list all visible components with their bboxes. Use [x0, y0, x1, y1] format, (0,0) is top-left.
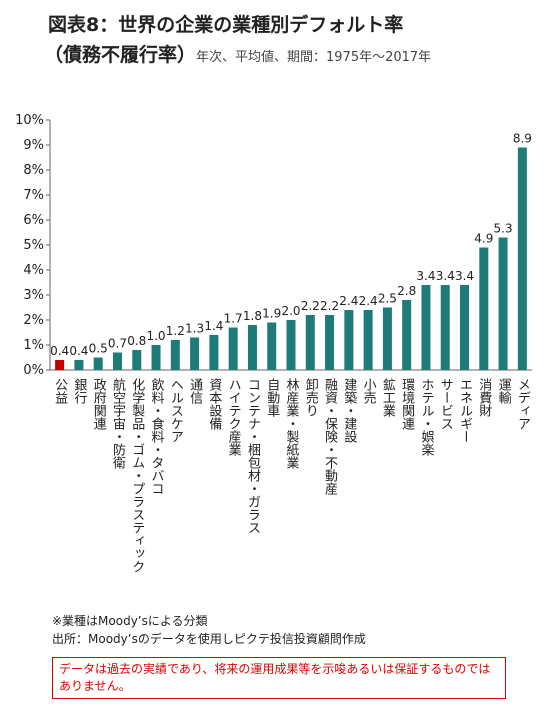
bar: [498, 237, 508, 370]
data-label: 2.4: [339, 294, 358, 308]
x-tick-label: 小売: [361, 378, 377, 405]
data-label: 3.4: [436, 269, 455, 283]
bar: [517, 147, 527, 370]
subtitle-row: （債務不履行率）年次、平均値、期間：1975年～2017年: [44, 40, 431, 67]
x-tick-label: コンテナ・梱包材・ガラス: [245, 378, 261, 534]
data-label: 2.5: [378, 292, 397, 306]
x-tick-label: 鉱工業: [380, 377, 396, 417]
bar: [325, 315, 335, 370]
data-label: 1.8: [243, 309, 262, 323]
bar: [402, 300, 412, 370]
x-tick-label: 銀行: [71, 378, 87, 405]
bar: [55, 360, 65, 370]
x-tick-label: 資本設備: [206, 378, 222, 430]
data-label: 5.3: [494, 222, 513, 236]
subtitle-main: （債務不履行率）: [44, 44, 197, 66]
bar: [93, 357, 103, 370]
x-tick-label: 消費財: [476, 378, 492, 417]
note: ※業種はMoody’sによる分類: [52, 614, 208, 628]
bar: [421, 285, 431, 370]
x-tick-label: 化学製品・ゴム・プラスティック: [129, 378, 145, 573]
subtitle: 年次、平均値、期間：1975年～2017年: [196, 50, 432, 65]
bar: [170, 340, 180, 370]
y-tick-label: 8%: [23, 163, 44, 178]
data-label: 3.4: [455, 269, 474, 283]
x-tick-label: 自動車: [264, 378, 280, 417]
x-tick-label: 運輸: [496, 378, 512, 404]
data-label: 0.8: [127, 334, 146, 348]
x-tick-label: 公益: [52, 378, 68, 404]
x-tick-label: 環境関連: [399, 378, 415, 431]
data-label: 3.4: [416, 269, 435, 283]
data-label: 4.9: [474, 232, 493, 246]
data-label: 1.7: [224, 312, 243, 326]
x-tick-label: エネルギー: [457, 378, 472, 443]
data-label: 1.9: [262, 307, 281, 321]
chart-title: 図表8：世界の企業の業種別デフォルト率: [48, 14, 404, 36]
y-tick-label: 2%: [23, 313, 44, 328]
bar: [112, 352, 122, 370]
x-tick-label: 建築・建設: [341, 378, 357, 443]
y-tick-label: 1%: [23, 338, 44, 353]
data-label: 2.2: [320, 299, 339, 313]
data-label: 1.0: [146, 329, 165, 343]
data-label: 1.2: [166, 324, 185, 338]
bar: [151, 345, 161, 370]
chart: 0% 1% 2% 3% 4% 5% 6% 7% 8% 9% 10% 0.4 公益 0.4 銀行 0.5 政府関連…: [15, 113, 532, 573]
x-tick-label: ヘルスケア: [168, 378, 184, 443]
y-tick-label: 9%: [23, 138, 44, 153]
x-tick-label: 通信: [187, 378, 203, 404]
y-tick-label: 4%: [23, 263, 44, 278]
data-label: 2.2: [301, 299, 320, 313]
bar: [132, 350, 142, 370]
x-tick-label: 政府関連: [91, 378, 107, 431]
x-tick-label: 飲料・食料・タバコ: [149, 377, 165, 495]
bar: [382, 307, 392, 370]
x-tick-label: サービス: [438, 378, 453, 430]
bar: [247, 325, 257, 370]
data-label: 2.4: [359, 294, 378, 308]
y-tick-label: 5%: [23, 238, 44, 253]
data-label: 1.3: [185, 322, 204, 336]
bar: [267, 322, 277, 370]
data-label: 2.0: [281, 304, 300, 318]
data-label: 2.8: [397, 284, 416, 298]
data-label: 0.5: [89, 342, 108, 356]
x-tick-label: ハイテク産業: [226, 378, 242, 456]
bar: [228, 327, 238, 370]
x-tick-label: ホテル・娯楽: [418, 378, 434, 456]
y-tick-label: 6%: [23, 213, 44, 228]
bar: [190, 337, 200, 370]
bar: [363, 310, 373, 370]
x-tick-label: メディア: [515, 378, 530, 430]
bar: [479, 247, 489, 370]
bar: [460, 285, 470, 370]
x-tick-label: 林産業・製紙業: [284, 378, 300, 469]
x-tick-label: 融資・保険・不動産: [322, 378, 338, 496]
disclaimer: データは過去の実績であり、将来の運用成果等を示唆あるいは保証するものではありませ…: [52, 657, 506, 699]
bar: [286, 320, 296, 370]
y-tick-label: 7%: [23, 188, 44, 203]
note: 出所：Moody’sのデータを使用しピクテ投信投資顧問作成: [52, 632, 366, 646]
bar: [209, 335, 219, 370]
x-tick-label: 卸売り: [303, 377, 319, 417]
y-tick-label: 10%: [15, 113, 44, 128]
bar: [440, 285, 450, 370]
bar: [74, 360, 84, 370]
data-label: 0.4: [50, 344, 69, 358]
x-tick-label: 航空宇宙・防衛: [110, 377, 126, 469]
bar: [305, 315, 315, 370]
data-label: 0.7: [108, 337, 127, 351]
y-tick-label: 0%: [23, 363, 44, 378]
y-tick-label: 3%: [23, 288, 44, 303]
data-label: 1.4: [204, 319, 223, 333]
bar: [344, 310, 354, 370]
data-label: 8.9: [513, 132, 532, 146]
data-label: 0.4: [69, 344, 88, 358]
